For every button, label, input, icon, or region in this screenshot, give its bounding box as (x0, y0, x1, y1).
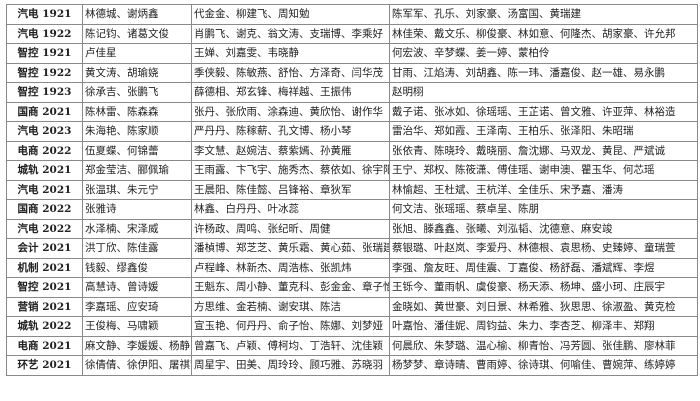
class-cell: 营销 2021 (6, 296, 83, 317)
group-b-cell: 戴子诺、张冰如、徐瑶瑶、王芷诺、曾文雅、许亚萍、林裕造 (389, 101, 698, 122)
table-row: 智控 1922 黄文涛、胡瑜娆 季侠毅、陈敏燕、舒怡、方泽奇、闫华茂 甘雨、江焰涛、刘… (6, 62, 698, 83)
group-a-cell: 王魁东、周小静、董克科、彭金金、章子怡 (191, 277, 390, 298)
class-cell: 智控 1923 (6, 82, 83, 103)
mentors-cell: 黄文涛、胡瑜娆 (82, 62, 192, 83)
class-cell: 汽电 2023 (6, 121, 83, 142)
table-row: 汽电 1921 林德城、谢炳鑫 代金金、柳建飞、周知勉 陈军军、孔乐、刘家豪、汤富国、… (6, 4, 698, 25)
group-b-cell: 李强、詹友旺、周佳震、丁嘉俊、杨舒磊、潘斌辉、李煜 (389, 257, 698, 278)
group-b-cell: 何文洁、张瑶瑶、蔡卓呈、陈朋 (389, 199, 698, 220)
group-b-cell: 张依青、陈晓玲、戴晓丽、詹沈娜、马双龙、黄昆、严斌诚 (389, 140, 698, 161)
mentors-cell: 徐承吉、张鹏飞 (82, 82, 192, 103)
table-row: 汽电 1922 陈记钧、诸葛文俊 肖鹏飞、谢克、翁文涛、支瑞博、李乘好 林佳荣、戴文乐… (6, 23, 698, 44)
group-b-cell: 陈军军、孔乐、刘家豪、汤富国、黄瑞建 (389, 4, 698, 25)
table-row: 汽电 2021 张温琪、朱元宁 王晨阳、陈佳懿、吕锋裕、章狄军 林愉超、王杜斌、王杭洋… (6, 179, 698, 200)
group-a-cell: 王晨阳、陈佳懿、吕锋裕、章狄军 (191, 179, 390, 200)
group-a-cell: 曾嘉飞、卢颖、傅柯均、丁浩轩、沈佳颖 (191, 335, 390, 356)
group-b-cell: 甘雨、江焰涛、刘胡鑫、陈一玮、潘嘉俊、赵一雄、易永鹏 (389, 62, 698, 83)
roster-table-body: 汽电 1921 林德城、谢炳鑫 代金金、柳建飞、周知勉 陈军军、孔乐、刘家豪、汤富国、… (6, 4, 698, 376)
table-row: 营销 2021 李嘉瑶、应安琦 方思维、金若楠、谢安琪、陈洁 金晓如、黄世豪、刘日景、… (6, 296, 698, 317)
mentors-cell: 张温琪、朱元宁 (82, 179, 192, 200)
group-b-cell: 叶嘉怡、潘佳妮、周钧益、朱力、李杏芝、柳泽丰、郑翔 (389, 316, 698, 337)
class-cell: 智控 1921 (6, 43, 83, 64)
group-b-cell: 王铄今、董雨帆、虞俊豪、杨天添、杨坤、盛小珂、庄辰宇 (389, 277, 698, 298)
class-cell: 机制 2021 (6, 257, 83, 278)
mentors-cell: 王俊梅、马啸颖 (82, 316, 192, 337)
group-b-cell: 蔡银璐、叶赵岚、李爱丹、林德根、袁思杨、史臻婷、童瑞萱 (389, 238, 698, 259)
group-a-cell: 代金金、柳建飞、周知勉 (191, 4, 390, 25)
roster-table: 汽电 1921 林德城、谢炳鑫 代金金、柳建飞、周知勉 陈军军、孔乐、刘家豪、汤富国、… (6, 4, 698, 376)
class-cell: 汽电 2022 (6, 218, 83, 239)
class-cell: 国商 2021 (6, 101, 83, 122)
class-cell: 环艺 2021 (6, 355, 83, 376)
group-b-cell: 林愉超、王杜斌、王杭洋、全佳乐、宋予嘉、潘涛 (389, 179, 698, 200)
table-row: 环艺 2021 徐倩倩、徐伊阳、屠祺茜 周星宇、田美、周玲玲、顾巧雅、苏晓羽 杨梦梦、… (6, 355, 698, 376)
table-row: 国商 2022 张雅诗 林鑫、白丹丹、叶冰蕊 何文洁、张瑶瑶、蔡卓呈、陈朋 (6, 199, 698, 220)
group-b-cell: 杨梦梦、章诗晴、曹雨婷、徐诗琪、何喻佳、曹婉萍、练婷婷 (389, 355, 698, 376)
mentors-cell: 徐倩倩、徐伊阳、屠祺茜 (82, 355, 192, 376)
table-row: 电商 2021 麻文静、李媛媛、杨静 曾嘉飞、卢颖、傅柯均、丁浩轩、沈佳颖 何晨欣、朱… (6, 335, 698, 356)
table-row: 智控 1921 卢佳星 王婵、刘嘉雯、韦晓静 何宏波、辛梦蝶、姜一婷、蒙柏伶 (6, 43, 698, 64)
group-a-cell: 严丹丹、陈稼薪、孔文博、杨小琴 (191, 121, 390, 142)
mentors-cell: 林德城、谢炳鑫 (82, 4, 192, 25)
table-row: 机制 2021 钱毅、缪鑫俊 卢程峰、林新杰、周浩栋、张凯炜 李强、詹友旺、周佳震、丁… (6, 257, 698, 278)
group-b-cell: 何宏波、辛梦蝶、姜一婷、蒙柏伶 (389, 43, 698, 64)
group-a-cell: 方思维、金若楠、谢安琪、陈洁 (191, 296, 390, 317)
mentors-cell: 郑金莹洁、郦佩瑜 (82, 160, 192, 181)
class-cell: 城轨 2021 (6, 160, 83, 181)
group-a-cell: 薛德相、郑玄锋、梅祥越、王振伟 (191, 82, 390, 103)
table-row: 智控 2021 高慧诗、曾诗媛 王魁东、周小静、董克科、彭金金、章子怡 王铄今、董雨帆… (6, 277, 698, 298)
class-cell: 电商 2021 (6, 335, 83, 356)
group-b-cell: 林佳荣、戴文乐、柳俊豪、林如意、何隆杰、胡家豪、许允邦 (389, 23, 698, 44)
group-a-cell: 季侠毅、陈敏燕、舒怡、方泽奇、闫华茂 (191, 62, 390, 83)
group-a-cell: 潘楨博、郑芝芝、黄乐霜、黄心茹、张瑞建 (191, 238, 390, 259)
class-cell: 智控 1922 (6, 62, 83, 83)
mentors-cell: 高慧诗、曾诗媛 (82, 277, 192, 298)
mentors-cell: 陈林雷、陈森森 (82, 101, 192, 122)
group-a-cell: 周星宇、田美、周玲玲、顾巧雅、苏晓羽 (191, 355, 390, 376)
class-cell: 国商 2022 (6, 199, 83, 220)
group-a-cell: 李文慧、赵婉洁、蔡紫嫣、孙黄雁 (191, 140, 390, 161)
group-b-cell: 雷治华、郑如霞、王泽南、王柏乐、张泽阳、朱昭瑞 (389, 121, 698, 142)
group-b-cell: 王宁、郑权、陈筱潇、傅佳瑶、谢申澳、瞿玉华、何芯瑶 (389, 160, 698, 181)
mentors-cell: 卢佳星 (82, 43, 192, 64)
group-b-cell: 张旭、滕鑫鑫、张曦、刘泓韬、沈德意、麻安竣 (389, 218, 698, 239)
group-a-cell: 王雨露、卞飞宇、施秀杰、蔡依如、徐宇阳 (191, 160, 390, 181)
class-cell: 智控 2021 (6, 277, 83, 298)
mentors-cell: 麻文静、李媛媛、杨静 (82, 335, 192, 356)
mentors-cell: 张雅诗 (82, 199, 192, 220)
table-row: 城轨 2021 郑金莹洁、郦佩瑜 王雨露、卞飞宇、施秀杰、蔡依如、徐宇阳 王宁、郑权、… (6, 160, 698, 181)
class-cell: 汽电 1922 (6, 23, 83, 44)
table-row: 城轨 2022 王俊梅、马啸颖 宣玉艳、何丹丹、俞子怡、陈娜、刘梦娅 叶嘉怡、潘佳妮、… (6, 316, 698, 337)
mentors-cell: 陈记钧、诸葛文俊 (82, 23, 192, 44)
class-cell: 会计 2021 (6, 238, 83, 259)
class-cell: 汽电 1921 (6, 4, 83, 25)
class-cell: 城轨 2022 (6, 316, 83, 337)
mentors-cell: 钱毅、缪鑫俊 (82, 257, 192, 278)
group-a-cell: 张丹、张欣雨、涂森迪、黄欣怡、谢作华 (191, 101, 390, 122)
class-cell: 电商 2022 (6, 140, 83, 161)
table-row: 国商 2021 陈林雷、陈森森 张丹、张欣雨、涂森迪、黄欣怡、谢作华 戴子诺、张冰如、… (6, 101, 698, 122)
group-b-cell: 赵明栩 (389, 82, 698, 103)
group-a-cell: 许杨政、周鸣、张纪昕、周健 (191, 218, 390, 239)
table-row: 智控 1923 徐承吉、张鹏飞 薛德相、郑玄锋、梅祥越、王振伟 赵明栩 (6, 82, 698, 103)
group-a-cell: 宣玉艳、何丹丹、俞子怡、陈娜、刘梦娅 (191, 316, 390, 337)
mentors-cell: 李嘉瑶、应安琦 (82, 296, 192, 317)
mentors-cell: 朱海艳、陈家顺 (82, 121, 192, 142)
table-row: 汽电 2022 水泽楠、宋泽威 许杨政、周鸣、张纪昕、周健 张旭、滕鑫鑫、张曦、刘泓韬… (6, 218, 698, 239)
group-a-cell: 林鑫、白丹丹、叶冰蕊 (191, 199, 390, 220)
group-b-cell: 何晨欣、朱梦璐、温心榆、柳青怡、冯芳圆、张佳鹏、廖林菲 (389, 335, 698, 356)
group-b-cell: 金晓如、黄世豪、刘日景、林希雅、狄思思、徐淑盈、黄克检 (389, 296, 698, 317)
table-row: 会计 2021 洪丁欣、陈佳露 潘楨博、郑芝芝、黄乐霜、黄心茹、张瑞建 蔡银璐、叶赵岚… (6, 238, 698, 259)
mentors-cell: 水泽楠、宋泽威 (82, 218, 192, 239)
table-row: 汽电 2023 朱海艳、陈家顺 严丹丹、陈稼薪、孔文博、杨小琴 雷治华、郑如霞、王泽南… (6, 121, 698, 142)
table-row: 电商 2022 伍夏蝶、何锦蕾 李文慧、赵婉洁、蔡紫嫣、孙黄雁 张依青、陈晓玲、戴晓丽… (6, 140, 698, 161)
class-cell: 汽电 2021 (6, 179, 83, 200)
mentors-cell: 伍夏蝶、何锦蕾 (82, 140, 192, 161)
group-a-cell: 王婵、刘嘉雯、韦晓静 (191, 43, 390, 64)
mentors-cell: 洪丁欣、陈佳露 (82, 238, 192, 259)
group-a-cell: 肖鹏飞、谢克、翁文涛、支瑞博、李乘好 (191, 23, 390, 44)
group-a-cell: 卢程峰、林新杰、周浩栋、张凯炜 (191, 257, 390, 278)
